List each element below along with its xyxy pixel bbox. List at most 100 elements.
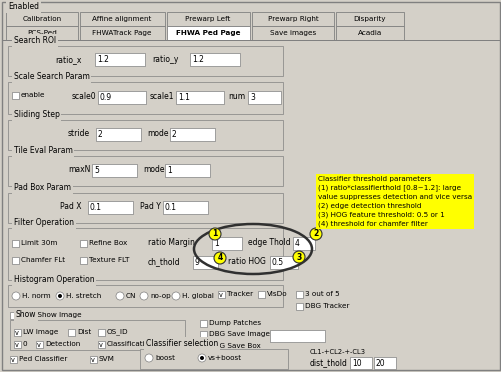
Text: Sliding Step: Sliding Step — [14, 110, 60, 119]
Circle shape — [145, 354, 153, 362]
Text: 5: 5 — [94, 166, 99, 175]
Circle shape — [12, 292, 20, 300]
Circle shape — [56, 292, 64, 300]
Text: 3 out of 5: 3 out of 5 — [305, 291, 339, 297]
Bar — [335, 12, 403, 26]
Bar — [199, 343, 206, 350]
Text: H. stretch: H. stretch — [66, 293, 101, 299]
Bar — [217, 291, 224, 298]
Text: Filter Operation: Filter Operation — [14, 218, 74, 227]
Bar — [140, 349, 288, 369]
Bar — [167, 26, 249, 40]
Text: boost: boost — [155, 355, 175, 361]
Text: Classifier selection: Classifier selection — [146, 339, 218, 348]
Bar — [8, 285, 283, 307]
Text: 20: 20 — [375, 359, 385, 368]
Text: 1.2: 1.2 — [191, 55, 203, 64]
Text: maxN: maxN — [68, 165, 90, 174]
Bar — [258, 291, 265, 298]
Text: CL1-+CL2-+-CL3: CL1-+CL2-+-CL3 — [310, 349, 365, 355]
Bar — [252, 26, 333, 40]
Text: 2: 2 — [98, 130, 103, 139]
Bar — [349, 357, 371, 369]
Text: ratio_y: ratio_y — [152, 55, 178, 64]
Circle shape — [116, 292, 124, 300]
Bar — [8, 46, 283, 76]
Text: 3: 3 — [296, 253, 301, 262]
Text: 4: 4 — [295, 239, 299, 248]
Text: 0.1: 0.1 — [165, 203, 177, 212]
Bar — [8, 228, 283, 280]
Circle shape — [58, 294, 62, 298]
Text: DBG Tracker: DBG Tracker — [305, 303, 349, 309]
Text: Save images: Save images — [270, 30, 316, 36]
Bar — [68, 329, 75, 336]
Text: 1: 1 — [212, 230, 217, 238]
Bar — [373, 357, 395, 369]
Bar — [296, 303, 303, 310]
Text: DBG Save Image: DBG Save Image — [208, 331, 270, 337]
Bar — [12, 240, 19, 247]
Text: scale0: scale0 — [72, 92, 96, 101]
Bar — [163, 201, 207, 214]
Bar — [88, 201, 133, 214]
Text: mode: mode — [147, 129, 168, 138]
Bar — [80, 257, 87, 264]
Bar — [270, 256, 298, 269]
Bar — [2, 40, 499, 41]
Text: 0: 0 — [23, 341, 28, 347]
Bar — [92, 164, 137, 177]
Text: OS_ID: OS_ID — [107, 328, 128, 336]
Circle shape — [197, 354, 205, 362]
Bar — [192, 256, 217, 269]
Bar — [293, 237, 314, 250]
Text: PCS-Ped: PCS-Ped — [27, 30, 57, 36]
Text: Disparity: Disparity — [353, 16, 385, 22]
Text: Classification: Classification — [107, 341, 154, 347]
Text: 2: 2 — [313, 230, 318, 238]
Text: ratio HOG: ratio HOG — [227, 257, 266, 266]
Text: Search ROI: Search ROI — [14, 36, 56, 45]
Text: Detection: Detection — [45, 341, 80, 347]
Text: num: num — [227, 92, 244, 101]
Text: edge Thold: edge Thold — [247, 238, 290, 247]
Text: VisDo: VisDo — [267, 291, 287, 297]
Text: 0.1: 0.1 — [90, 203, 102, 212]
Bar — [14, 329, 21, 336]
Text: Tile Eval Param: Tile Eval Param — [14, 146, 73, 155]
Bar — [12, 92, 19, 99]
Text: mode: mode — [143, 165, 164, 174]
Text: CN: CN — [126, 293, 136, 299]
Bar — [296, 291, 303, 298]
Circle shape — [293, 251, 305, 263]
Bar — [189, 53, 239, 66]
Bar — [8, 120, 283, 150]
Text: Prewarp Right: Prewarp Right — [267, 16, 318, 22]
Bar — [252, 12, 333, 26]
Bar — [10, 320, 185, 350]
Bar — [170, 128, 214, 141]
Bar — [8, 193, 283, 223]
Text: v: v — [11, 357, 15, 363]
Text: FHWATrack Page: FHWATrack Page — [92, 30, 151, 36]
Bar — [270, 330, 324, 342]
Bar — [165, 164, 209, 177]
Bar — [12, 257, 19, 264]
Circle shape — [310, 228, 321, 240]
Text: v: v — [218, 292, 222, 298]
Bar — [98, 341, 105, 348]
Text: Calibration: Calibration — [23, 16, 62, 22]
Text: v: v — [37, 342, 40, 348]
Text: 1: 1 — [167, 166, 171, 175]
Bar — [96, 128, 141, 141]
Bar — [8, 156, 283, 186]
Text: scale1: scale1 — [150, 92, 174, 101]
Text: Pad Box Param: Pad Box Param — [14, 183, 71, 192]
Text: Limit 30m: Limit 30m — [21, 240, 57, 246]
Text: Tracker: Tracker — [226, 291, 253, 297]
Text: Refine Box: Refine Box — [89, 240, 127, 246]
Text: DBG Save Box: DBG Save Box — [208, 343, 260, 349]
Text: v: v — [15, 330, 19, 336]
Bar — [6, 26, 78, 40]
Text: FHWA Ped Page: FHWA Ped Page — [175, 30, 240, 36]
